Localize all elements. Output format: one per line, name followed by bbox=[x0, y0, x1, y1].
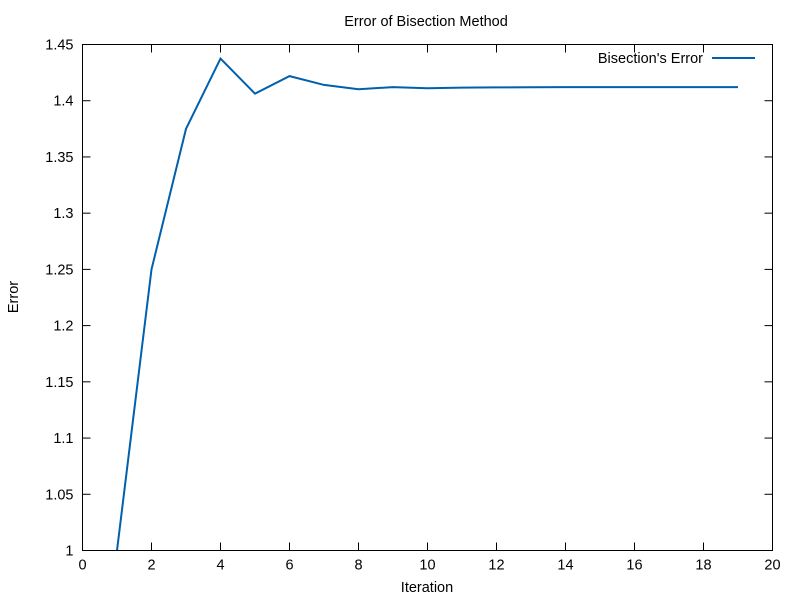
x-tick-label: 0 bbox=[78, 558, 86, 574]
legend-label: Bisection's Error bbox=[598, 51, 703, 67]
y-tick-label: 1.25 bbox=[45, 262, 73, 278]
chart-title: Error of Bisection Method bbox=[344, 14, 508, 30]
y-tick-label: 1.4 bbox=[53, 94, 73, 110]
x-tick-label: 10 bbox=[419, 558, 435, 574]
legend: Bisection's Error bbox=[598, 51, 755, 67]
plot-frame bbox=[82, 44, 773, 551]
x-axis: 0 2 4 6 8 10 12 14 16 18 20 bbox=[78, 44, 781, 574]
y-tick-label: 1.05 bbox=[45, 487, 73, 503]
x-axis-label: Iteration bbox=[401, 580, 453, 596]
x-tick-label: 20 bbox=[764, 558, 780, 574]
x-tick-label: 4 bbox=[216, 558, 224, 574]
y-tick-label: 1.45 bbox=[45, 38, 73, 54]
y-tick-label: 1 bbox=[65, 544, 73, 560]
y-tick-label: 1.1 bbox=[53, 431, 73, 447]
x-tick-label: 12 bbox=[488, 558, 504, 574]
y-axis: 1 1.05 1.1 1.15 1.2 1.25 1.3 1.35 1.4 1.45 bbox=[45, 38, 773, 560]
x-tick-label: 6 bbox=[285, 558, 293, 574]
y-axis-label: Error bbox=[6, 281, 22, 313]
x-tick-label: 18 bbox=[695, 558, 711, 574]
series-lines bbox=[116, 56, 738, 551]
y-tick-label: 1.2 bbox=[53, 319, 73, 335]
x-tick-label: 8 bbox=[354, 558, 362, 574]
y-tick-label: 1.35 bbox=[45, 150, 73, 166]
series-line-bisection-error bbox=[116, 56, 738, 551]
y-tick-label: 1.15 bbox=[45, 375, 73, 391]
x-tick-label: 2 bbox=[147, 558, 155, 574]
x-tick-label: 16 bbox=[626, 558, 642, 574]
y-tick-label: 1.3 bbox=[53, 206, 73, 222]
x-tick-label: 14 bbox=[557, 558, 573, 574]
